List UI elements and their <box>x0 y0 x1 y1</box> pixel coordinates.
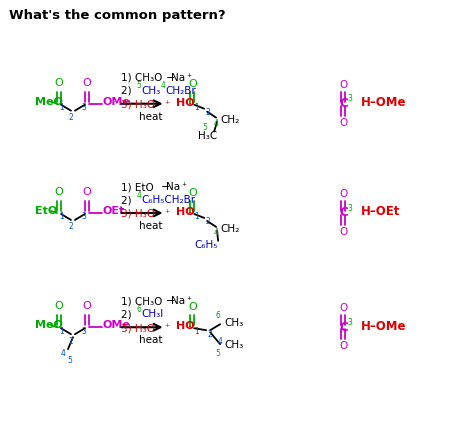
Text: 1: 1 <box>194 103 199 112</box>
Text: 1: 1 <box>60 212 64 222</box>
Text: MeO: MeO <box>35 97 63 107</box>
Text: heat: heat <box>138 221 162 231</box>
Text: 3) H₃O: 3) H₃O <box>121 100 155 110</box>
Text: heat: heat <box>138 112 162 122</box>
Text: H–OEt: H–OEt <box>361 206 401 219</box>
Text: CH₂: CH₂ <box>220 115 239 125</box>
Text: O: O <box>339 227 347 237</box>
Text: What's the common pattern?: What's the common pattern? <box>9 9 226 22</box>
Text: H–OMe: H–OMe <box>361 320 407 333</box>
Text: O: O <box>339 189 347 199</box>
Text: 1) CH₃O: 1) CH₃O <box>121 73 162 83</box>
Text: O: O <box>82 78 91 88</box>
Text: 4: 4 <box>161 81 165 91</box>
Text: HO: HO <box>176 321 195 331</box>
Text: −: − <box>165 297 175 306</box>
Text: 4: 4 <box>214 119 219 128</box>
Text: 2): 2) <box>121 86 135 96</box>
Text: ⁺: ⁺ <box>186 73 191 83</box>
Text: O: O <box>339 118 347 128</box>
Text: C: C <box>339 321 348 334</box>
Text: HO: HO <box>176 207 195 217</box>
Text: 2: 2 <box>69 113 73 122</box>
Text: 3: 3 <box>347 318 352 327</box>
Text: O: O <box>188 302 197 312</box>
Text: 3: 3 <box>82 327 86 336</box>
Text: O: O <box>339 80 347 90</box>
Text: OMe: OMe <box>103 97 131 107</box>
Text: 5: 5 <box>203 123 208 132</box>
Text: 3: 3 <box>347 94 352 103</box>
Text: 2): 2) <box>121 309 135 319</box>
Text: 1: 1 <box>194 212 199 222</box>
Text: heat: heat <box>138 335 162 345</box>
Text: 6: 6 <box>216 311 220 320</box>
Text: 2: 2 <box>206 217 210 226</box>
Text: 1) EtO: 1) EtO <box>121 182 154 192</box>
Text: 3) H₃O: 3) H₃O <box>121 209 155 219</box>
Text: O: O <box>55 187 64 197</box>
Text: C: C <box>339 97 348 110</box>
Text: H–OMe: H–OMe <box>361 96 407 109</box>
Text: 4: 4 <box>214 228 219 237</box>
Text: H₃C: H₃C <box>198 131 218 140</box>
Text: C₆H₅CH₂Br: C₆H₅CH₂Br <box>142 195 196 205</box>
Text: 4: 4 <box>137 191 141 200</box>
Text: CH₂Br: CH₂Br <box>165 86 196 96</box>
Text: CH₂: CH₂ <box>220 224 239 234</box>
Text: −: − <box>165 73 175 83</box>
Text: Na: Na <box>172 297 185 306</box>
Text: O: O <box>188 188 197 198</box>
Text: CH₃: CH₃ <box>142 86 161 96</box>
Text: 4: 4 <box>61 349 65 357</box>
Text: ⁺: ⁺ <box>164 100 170 110</box>
Text: CH₃: CH₃ <box>224 340 243 350</box>
Text: C: C <box>339 206 348 220</box>
Text: ⁺: ⁺ <box>164 209 170 219</box>
Text: ⁺: ⁺ <box>164 323 170 333</box>
Text: 5: 5 <box>216 349 220 357</box>
Text: 4: 4 <box>218 337 222 346</box>
Text: Na: Na <box>172 73 185 83</box>
Text: 1: 1 <box>194 327 199 336</box>
Text: ⁺: ⁺ <box>182 182 187 192</box>
Text: O: O <box>55 78 64 88</box>
Text: 5: 5 <box>68 355 73 365</box>
Text: 3: 3 <box>82 103 86 112</box>
Text: OMe: OMe <box>103 320 131 330</box>
Text: CH₃I: CH₃I <box>142 309 164 319</box>
Text: Na: Na <box>166 182 181 192</box>
Text: O: O <box>188 79 197 89</box>
Text: 1: 1 <box>60 103 64 112</box>
Text: 3) H₃O: 3) H₃O <box>121 323 155 333</box>
Text: 6: 6 <box>137 305 141 314</box>
Text: EtO: EtO <box>35 206 57 216</box>
Text: 3: 3 <box>347 203 352 212</box>
Text: 3: 3 <box>82 212 86 222</box>
Text: O: O <box>339 341 347 351</box>
Text: 1) CH₃O: 1) CH₃O <box>121 297 162 306</box>
Text: 2: 2 <box>206 108 210 117</box>
Text: 2: 2 <box>69 222 73 231</box>
Text: 2: 2 <box>208 330 212 339</box>
Text: O: O <box>82 301 91 311</box>
Text: O: O <box>339 303 347 313</box>
Text: 1: 1 <box>60 327 64 336</box>
Text: OEt: OEt <box>103 206 125 216</box>
Text: O: O <box>55 301 64 311</box>
Text: MeO: MeO <box>35 320 63 330</box>
Text: ⁺: ⁺ <box>186 297 191 306</box>
Text: 5: 5 <box>137 81 141 91</box>
Text: O: O <box>82 187 91 197</box>
Text: 2): 2) <box>121 195 135 205</box>
Text: C₆H₅: C₆H₅ <box>194 240 218 250</box>
Text: −: − <box>161 182 170 192</box>
Text: CH₃: CH₃ <box>224 318 243 328</box>
Text: 2: 2 <box>69 337 73 346</box>
Text: HO: HO <box>176 98 195 108</box>
